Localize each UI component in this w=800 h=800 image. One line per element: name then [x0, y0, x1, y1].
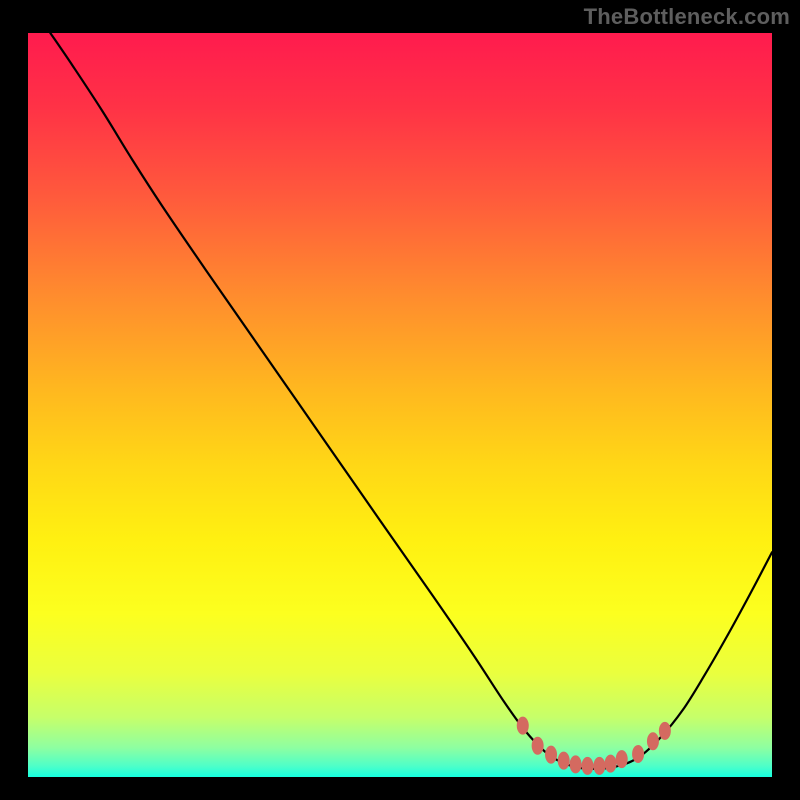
marker-point — [570, 755, 582, 773]
watermark-text: TheBottleneck.com — [584, 4, 790, 30]
plot-area — [28, 33, 772, 777]
marker-point — [545, 746, 557, 764]
marker-point — [659, 722, 671, 740]
marker-point — [616, 750, 628, 768]
chart-svg — [28, 33, 772, 777]
gradient-background — [28, 33, 772, 777]
marker-point — [581, 757, 593, 775]
marker-point — [647, 732, 659, 750]
chart-root: TheBottleneck.com — [0, 0, 800, 800]
marker-point — [593, 757, 605, 775]
marker-point — [632, 745, 644, 763]
marker-point — [558, 752, 570, 770]
marker-point — [532, 737, 544, 755]
marker-point — [517, 717, 529, 735]
marker-point — [605, 755, 617, 773]
